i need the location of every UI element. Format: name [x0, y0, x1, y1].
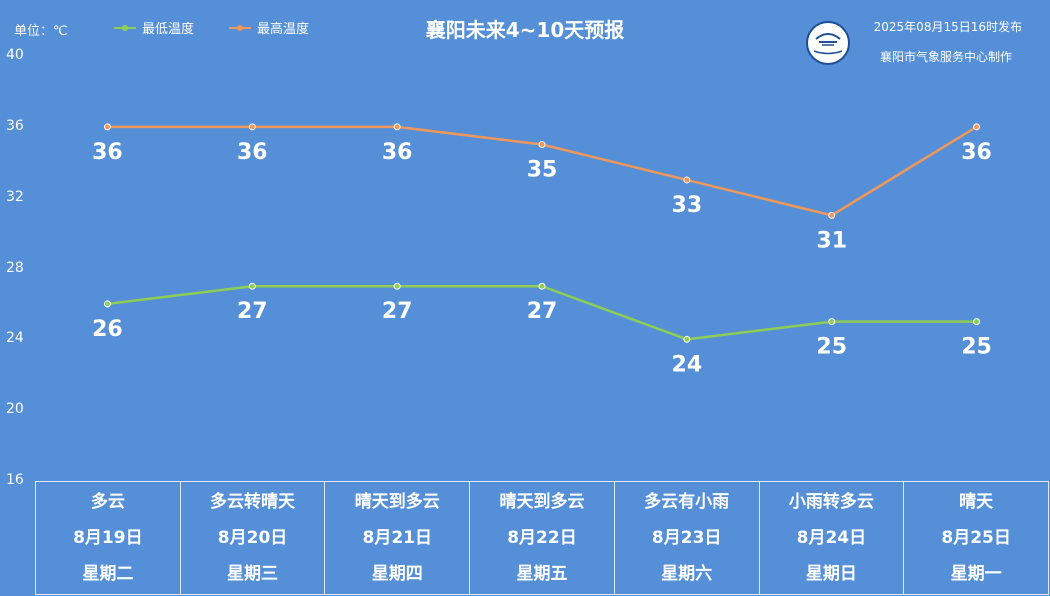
day-weather: 晴天: [959, 492, 994, 512]
forecast-day-table: 多云 8月19日 星期二 多云转晴天 8月20日 星期三 晴天到多云 8月21日 星期四 晴天到多…: [35, 481, 1049, 595]
low-temp-point: [683, 335, 691, 343]
high-temp-data-label: 36: [237, 140, 268, 165]
y-tick-label: 20: [6, 401, 24, 418]
forecast-day-cell: 多云 8月19日星期二: [35, 481, 181, 595]
weather-bureau-logo: [806, 21, 850, 65]
low-temp-data-label: 27: [237, 299, 268, 324]
y-tick-label: 28: [6, 259, 24, 276]
y-tick-label: 36: [6, 117, 24, 134]
maker-label: 襄阳市气象服务中心制作: [879, 50, 1012, 64]
legend-high: 最高温度: [229, 18, 309, 37]
high-temp-data-label: 35: [527, 158, 558, 183]
high-temp-point: [248, 123, 256, 131]
low-temp-point: [828, 318, 836, 326]
day-weather: 晴天到多云: [354, 492, 440, 512]
low-temp-data-label: 27: [382, 299, 413, 324]
forecast-day-cell: 多云转晴天 8月20日星期三: [179, 481, 326, 595]
high-temp-point: [538, 141, 546, 149]
forecast-day-cell: 晴天 8月25日星期一: [903, 481, 1049, 595]
high-temp-data-label: 36: [961, 140, 992, 165]
day-weather: 小雨转多云: [788, 492, 874, 512]
day-weekday: 星期五: [516, 564, 568, 584]
low-temp-point: [103, 300, 111, 308]
day-weather: 多云有小雨: [644, 492, 730, 512]
day-date: 8月19日: [73, 528, 143, 548]
forecast-day-row: 多云 8月19日 星期二 多云转晴天 8月20日 星期三 晴天到多云 8月21日 星期四 晴天到多…: [35, 481, 1049, 595]
day-weekday: 星期六: [661, 564, 713, 584]
y-tick-label: 24: [6, 330, 24, 347]
day-date: 8月20日: [217, 528, 288, 548]
low-temp-point: [248, 282, 256, 290]
forecast-day-cell: 晴天到多云 8月21日星期四: [324, 481, 471, 595]
day-weather: 多云转晴天: [210, 492, 296, 512]
day-weekday: 星期二: [82, 564, 134, 584]
day-date: 8月23日: [651, 528, 722, 548]
legend-low: 最低温度: [114, 18, 194, 37]
day-date: 8月21日: [362, 528, 433, 548]
legend-high-label: 最高温度: [257, 22, 310, 37]
high-temp-point: [828, 211, 836, 219]
day-weather: 晴天到多云: [499, 492, 585, 512]
low-temp-data-label: 27: [527, 299, 558, 324]
logo-emblem-icon: [813, 33, 843, 55]
publish-time: 2025年08月15日16时发布: [873, 20, 1022, 34]
high-temp-point: [683, 176, 691, 184]
day-date: 8月22日: [507, 528, 577, 548]
low-temp-data-label: 24: [672, 352, 703, 377]
low-temp-data-label: 25: [816, 335, 847, 360]
legend-low-swatch: [114, 22, 136, 34]
low-temp-data-label: 26: [92, 317, 123, 342]
low-temp-point: [973, 318, 981, 326]
legend-low-label: 最低温度: [142, 22, 195, 37]
forecast-day-cell: 小雨转多云 8月24日星期日: [758, 481, 905, 595]
high-temp-data-label: 36: [92, 140, 123, 165]
forecast-day-cell: 晴天到多云 8月22日星期五: [469, 481, 615, 595]
day-weekday: 星期日: [805, 564, 857, 584]
day-weekday: 星期一: [950, 564, 1002, 584]
high-temp-data-label: 31: [816, 228, 847, 253]
high-temp-data-label: 36: [382, 140, 413, 165]
day-weekday: 星期四: [371, 564, 423, 584]
y-tick-label: 40: [6, 47, 24, 63]
high-temp-data-label: 33: [672, 193, 703, 218]
high-temp-point: [103, 123, 111, 131]
low-temp-point: [393, 282, 401, 290]
legend-high-swatch: [229, 22, 251, 34]
low-temp-point: [538, 282, 546, 290]
day-weather: 多云: [90, 492, 125, 512]
high-temp-point: [973, 123, 981, 131]
forecast-day-cell: 多云有小雨 8月23日星期六: [613, 481, 760, 595]
y-tick-label: 16: [6, 472, 24, 488]
unit-label: 单位：℃: [14, 24, 68, 39]
y-tick-label: 32: [6, 188, 24, 205]
low-temp-data-label: 25: [961, 335, 992, 360]
day-date: 8月25日: [941, 528, 1011, 548]
chart-title: 襄阳未来4~10天预报: [425, 18, 625, 42]
day-date: 8月24日: [796, 528, 867, 548]
day-weekday: 星期三: [227, 564, 279, 584]
high-temp-point: [393, 123, 401, 131]
